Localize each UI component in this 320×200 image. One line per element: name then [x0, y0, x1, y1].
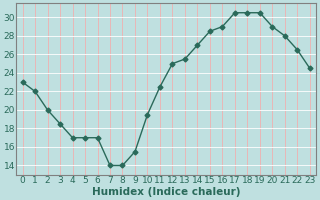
X-axis label: Humidex (Indice chaleur): Humidex (Indice chaleur) [92, 187, 240, 197]
